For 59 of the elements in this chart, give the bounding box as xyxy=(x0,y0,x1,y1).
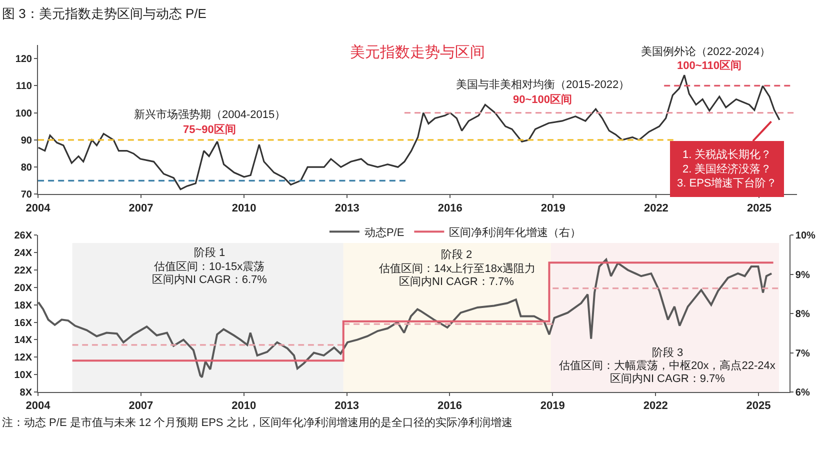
y-tick-label: 14X xyxy=(14,335,32,346)
y2-tick-label: 8% xyxy=(795,309,810,320)
annotation: 阶段 2 xyxy=(441,249,472,261)
annotation: 美国与非美相对均衡（2015-2022） xyxy=(456,78,630,91)
annotation: 区间内NI CAGR：7.7% xyxy=(399,275,514,288)
annotation: 阶段 3 xyxy=(652,347,684,359)
y-tick-label: 120 xyxy=(15,54,32,66)
y2-tick-label: 10% xyxy=(795,230,816,242)
y-tick-label: 110 xyxy=(16,81,32,92)
y-tick-label: 22X xyxy=(14,266,32,277)
text: 注：动态 P/E 是市值与未来 12 个月预期 EPS 之比，区间年化净利润增速用的是全口径的实际净利润增速 xyxy=(2,416,512,429)
x-tick-label: 2022 xyxy=(644,202,668,214)
x-tick-label: 2007 xyxy=(128,202,154,214)
x-tick-label: 2004 xyxy=(26,400,52,412)
y-tick-label: 12X xyxy=(14,352,32,364)
annotation: 估值区间：大幅震荡，中枢20x，高点22-24x xyxy=(559,359,776,372)
y2-tick-label: 9% xyxy=(795,270,810,281)
y-tick-label: 20X xyxy=(14,282,32,294)
annotation: 100~110区间 xyxy=(677,59,742,72)
annotation: 75~90区间 xyxy=(183,123,236,136)
y-tick-label: 10X xyxy=(14,370,32,382)
x-tick-label: 2019 xyxy=(540,202,566,214)
chart-subtitle: 美元指数走势与区间 xyxy=(350,44,485,61)
y-tick-label: 26X xyxy=(14,230,32,242)
line-series xyxy=(38,74,780,190)
y-tick-label: 24X xyxy=(14,248,32,260)
x-tick-label: 2004 xyxy=(26,202,52,214)
x-tick-label: 2025 xyxy=(746,202,772,214)
y-tick-label: 80 xyxy=(20,162,32,174)
y-tick-label: 18X xyxy=(14,300,32,312)
x-tick-label: 2016 xyxy=(438,202,462,214)
x-tick-label: 2013 xyxy=(334,202,360,214)
x-tick-label: 2010 xyxy=(232,400,256,412)
annotation: 90~100区间 xyxy=(513,93,572,106)
legend-label: 区间净利润年化增速（右） xyxy=(449,226,582,239)
annotation: 新兴市场强势期（2004-2015） xyxy=(134,108,286,121)
y-tick-label: 100 xyxy=(15,108,32,120)
annotation: 美国例外论（2022-2024） xyxy=(641,45,771,58)
y-tick-label: 16X xyxy=(14,318,32,329)
x-tick-label: 2016 xyxy=(437,400,462,412)
annotation: 1. 关税战长期化？ 2. 美国经济没落？ 3. EPS增速下台阶？ xyxy=(677,148,778,190)
x-tick-label: 2022 xyxy=(643,400,668,412)
annotation: 估值区间：14x上行至18x遇阻力 xyxy=(379,262,536,275)
y-tick-label: 8X xyxy=(20,387,32,398)
x-tick-label: 2025 xyxy=(746,400,771,412)
x-tick-label: 2010 xyxy=(232,202,256,214)
y-tick-label: 70 xyxy=(20,190,32,201)
annotation: 阶段 1 xyxy=(194,247,226,259)
annotation: 区间内NI CAGR：6.7% xyxy=(152,273,268,286)
annotation: 估值区间：10-15x震荡 xyxy=(154,260,265,273)
chart-title: 图 3：美元指数走势区间与动态 P/E xyxy=(2,6,207,21)
x-tick-label: 2007 xyxy=(128,400,154,412)
y-tick-label: 90 xyxy=(20,135,32,146)
y2-tick-label: 6% xyxy=(795,387,810,398)
x-tick-label: 2019 xyxy=(540,400,565,412)
y2-tick-label: 7% xyxy=(795,348,810,360)
legend-label: 动态P/E xyxy=(364,226,404,239)
x-tick-label: 2013 xyxy=(334,400,360,412)
annotation: 区间内NI CAGR：9.7% xyxy=(610,372,726,385)
